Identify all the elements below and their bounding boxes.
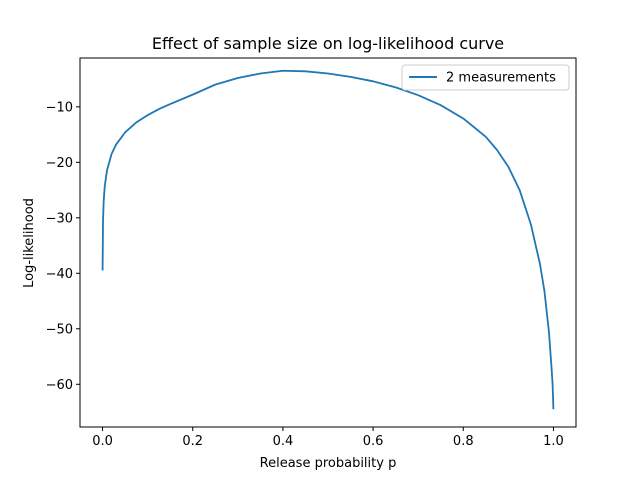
plot-area bbox=[80, 58, 576, 427]
x-axis-ticks: 0.0 0.2 0.4 0.6 0.8 1.0 bbox=[92, 427, 564, 449]
y-tick-label: −30 bbox=[46, 211, 73, 226]
series-line-2-measurements bbox=[101, 69, 555, 410]
chart-title: Effect of sample size on log-likelihood … bbox=[152, 34, 504, 53]
x-tick-label: 0.2 bbox=[182, 434, 203, 449]
x-tick-label: 1.0 bbox=[543, 434, 564, 449]
x-tick-label: 0.6 bbox=[363, 434, 384, 449]
y-tick-label: −40 bbox=[46, 267, 73, 282]
y-tick-label: −50 bbox=[46, 322, 73, 337]
series-layer bbox=[101, 69, 555, 410]
x-axis-label: Release probability p bbox=[260, 456, 397, 471]
legend-series-label: 2 measurements bbox=[446, 71, 556, 86]
legend: 2 measurements bbox=[401, 64, 570, 91]
y-tick-label: −20 bbox=[46, 156, 73, 171]
axes-frame bbox=[79, 57, 577, 428]
x-tick-label: 0.0 bbox=[92, 434, 113, 449]
y-axis-label: Log-likelihood bbox=[22, 198, 37, 288]
x-tick-label: 0.8 bbox=[453, 434, 474, 449]
x-tick-label: 0.4 bbox=[273, 434, 294, 449]
y-tick-label: −60 bbox=[46, 378, 73, 393]
legend-box bbox=[401, 64, 570, 91]
y-axis-ticks: −10 −20 −30 −40 −50 −60 bbox=[46, 100, 80, 393]
y-tick-label: −10 bbox=[46, 100, 73, 115]
